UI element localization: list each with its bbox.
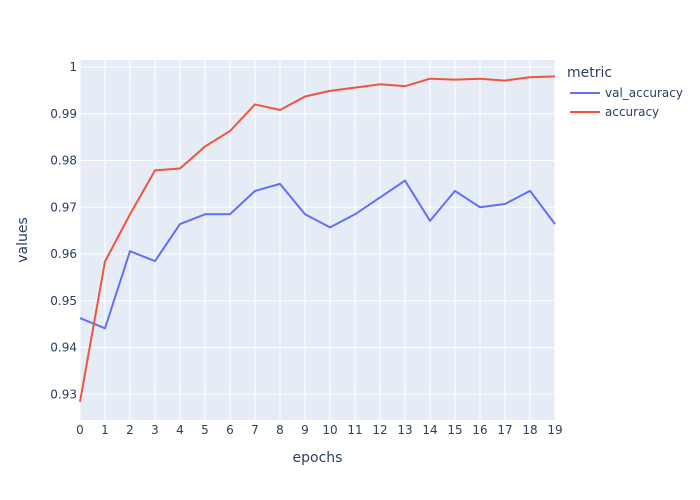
y-tick-label: 0.93	[50, 387, 77, 401]
legend-title: metric	[567, 65, 612, 81]
y-tick-label: 0.95	[50, 294, 77, 308]
y-tick-label: 0.97	[50, 200, 77, 214]
x-tick-label: 11	[347, 423, 362, 437]
series-line-val-accuracy	[79, 179, 556, 330]
x-tick-label: 12	[372, 423, 387, 437]
x-tick-label: 13	[397, 423, 412, 437]
x-tick-label: 10	[322, 423, 337, 437]
y-tick-label: 0.96	[50, 247, 77, 261]
y-tick-label: 0.94	[50, 341, 77, 355]
series-layer	[79, 75, 556, 402]
x-tick-label: 9	[301, 423, 309, 437]
y-tick-label: 1	[69, 60, 77, 74]
x-tick-label: 14	[422, 423, 437, 437]
plot-area	[80, 60, 555, 420]
gridlines	[79, 60, 556, 420]
y-tick-label: 0.98	[50, 154, 77, 168]
y-axis-title: values	[15, 217, 31, 263]
x-tick-label: 6	[226, 423, 234, 437]
legend-items: val_accuracy accuracy	[570, 86, 683, 119]
y-axis-ticks: 0.93 0.94 0.95 0.96 0.97 0.98 0.99 1	[50, 60, 77, 401]
x-tick-label: 4	[176, 423, 184, 437]
x-tick-label: 8	[276, 423, 284, 437]
series-line-accuracy	[79, 75, 556, 402]
x-tick-label: 5	[201, 423, 209, 437]
x-tick-label: 18	[522, 423, 537, 437]
legend: metric val_accuracy accuracy	[567, 65, 683, 119]
x-axis-ticks: 0 1 2 3 4 5 6 7 8 9 10 11 12 13 14 15 16 17 18 19	[76, 423, 562, 437]
legend-label-accuracy: accuracy	[605, 105, 659, 119]
x-tick-label: 3	[151, 423, 159, 437]
x-tick-label: 2	[126, 423, 134, 437]
x-tick-label: 0	[76, 423, 84, 437]
x-tick-label: 1	[101, 423, 109, 437]
x-tick-label: 7	[251, 423, 259, 437]
x-tick-label: 19	[547, 423, 562, 437]
x-axis-title: epochs	[293, 450, 343, 466]
x-tick-label: 16	[472, 423, 487, 437]
x-tick-label: 17	[497, 423, 512, 437]
x-tick-label: 15	[447, 423, 462, 437]
legend-label-val-accuracy: val_accuracy	[605, 86, 683, 100]
y-tick-label: 0.99	[50, 107, 77, 121]
